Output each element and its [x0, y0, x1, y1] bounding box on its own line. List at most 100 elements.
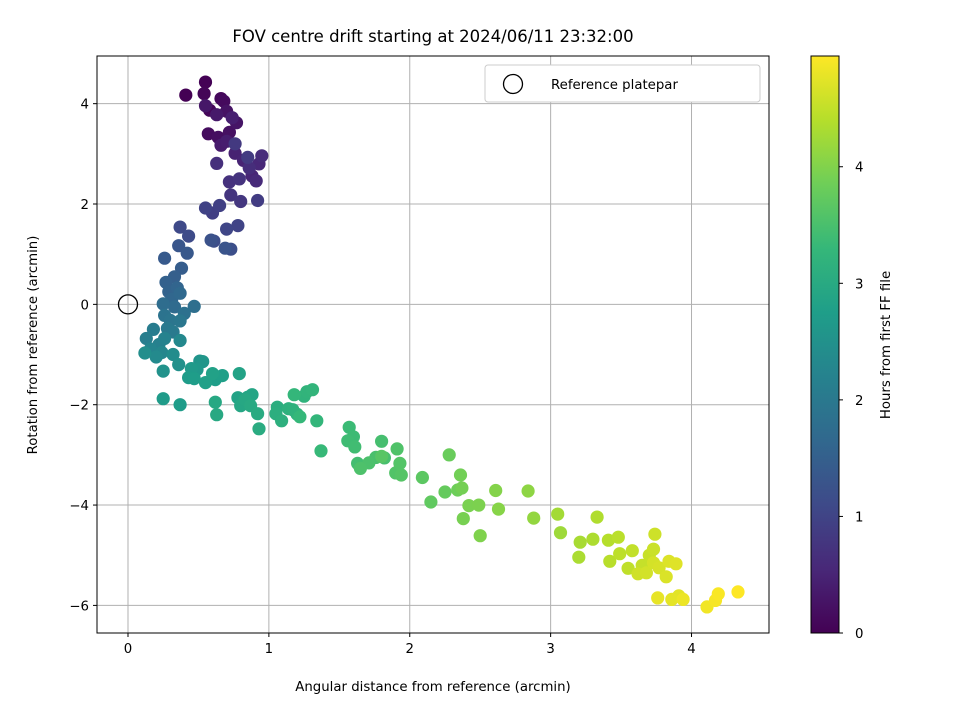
data-point	[139, 331, 153, 346]
chart-title: FOV centre drift starting at 2024/06/11 …	[232, 27, 633, 46]
data-point	[521, 484, 535, 498]
data-point	[573, 535, 587, 549]
data-point	[208, 395, 222, 409]
data-point	[198, 75, 213, 89]
data-point	[231, 219, 245, 233]
data-point	[275, 414, 289, 428]
data-point	[198, 376, 213, 390]
colorbar-tick-label: 3	[855, 277, 863, 292]
data-point	[669, 557, 683, 571]
data-point	[456, 511, 470, 526]
data-point	[310, 414, 324, 428]
data-point	[156, 392, 170, 406]
data-point	[220, 222, 234, 236]
data-point	[232, 172, 246, 186]
data-point	[572, 550, 586, 564]
data-point	[255, 149, 269, 163]
data-point	[415, 470, 429, 485]
x-tick-label: 2	[406, 642, 414, 657]
legend-label: Reference platepar	[551, 78, 678, 93]
data-point	[455, 481, 469, 495]
data-point	[394, 468, 408, 482]
data-point	[172, 239, 186, 253]
colorbar: 0 1 2 3 4 Hours from first FF file	[810, 55, 894, 642]
colorbar-tick-label: 1	[855, 510, 863, 525]
data-point	[305, 383, 320, 397]
data-point	[711, 587, 725, 601]
data-point	[621, 561, 635, 575]
data-point	[158, 331, 172, 346]
data-point	[218, 241, 232, 255]
data-point	[242, 161, 256, 175]
colorbar-tick-label: 2	[855, 394, 863, 409]
data-point	[473, 529, 487, 543]
data-point	[198, 99, 213, 113]
data-point	[213, 198, 227, 213]
data-point	[172, 358, 186, 372]
data-point	[173, 286, 187, 300]
data-point	[179, 88, 193, 102]
data-point	[438, 485, 452, 499]
x-tick-label: 0	[124, 642, 132, 657]
y-tick-label: 4	[81, 98, 89, 113]
y-tick-label: −4	[69, 499, 89, 514]
data-point	[232, 367, 246, 381]
data-point	[648, 527, 662, 541]
x-axis-label: Angular distance from reference (arcmin)	[295, 680, 570, 695]
data-point	[173, 314, 187, 328]
data-points	[138, 75, 745, 614]
data-point	[665, 592, 679, 607]
data-point	[158, 251, 172, 265]
data-point	[210, 108, 224, 122]
data-point	[659, 570, 673, 584]
data-point	[676, 592, 690, 607]
reference-circle	[117, 294, 139, 315]
data-point	[590, 510, 604, 524]
data-point	[527, 511, 541, 525]
data-point	[198, 201, 213, 215]
data-point	[551, 507, 565, 521]
data-point	[241, 150, 255, 164]
x-tick-label: 1	[265, 642, 273, 657]
y-tick-label: 2	[81, 198, 89, 213]
y-tick-label: −2	[69, 399, 89, 414]
data-point	[390, 442, 404, 456]
data-point	[224, 188, 238, 202]
data-point	[646, 542, 661, 556]
y-tick-label: 0	[81, 298, 89, 313]
data-point	[314, 444, 328, 458]
data-point	[210, 156, 224, 170]
data-point	[442, 448, 456, 462]
data-point	[251, 193, 265, 208]
data-point	[613, 547, 627, 561]
data-point	[205, 367, 220, 381]
data-point	[173, 333, 187, 348]
data-point	[156, 364, 170, 378]
data-point	[393, 456, 407, 470]
y-tick-label: −6	[69, 599, 89, 614]
data-point	[222, 175, 236, 189]
colorbar-label: Hours from first FF file	[879, 271, 894, 419]
data-point	[210, 408, 224, 422]
data-point	[156, 297, 170, 311]
data-point	[204, 233, 218, 247]
data-point	[375, 449, 389, 463]
data-point	[173, 398, 187, 412]
data-point	[197, 87, 211, 101]
plot-frame	[96, 55, 770, 634]
colorbar-gradient	[810, 55, 840, 634]
data-point	[472, 498, 486, 512]
data-point	[228, 137, 242, 151]
data-point	[586, 532, 600, 546]
data-point	[639, 566, 654, 580]
data-point	[287, 388, 301, 402]
colorbar-tick-label: 0	[855, 627, 863, 642]
data-point	[146, 322, 160, 336]
colorbar-ticks: 0 1 2 3 4	[839, 161, 863, 642]
data-point	[225, 111, 239, 125]
data-point	[180, 246, 194, 260]
data-point	[149, 350, 163, 364]
data-point	[731, 585, 745, 599]
data-point	[187, 372, 201, 386]
